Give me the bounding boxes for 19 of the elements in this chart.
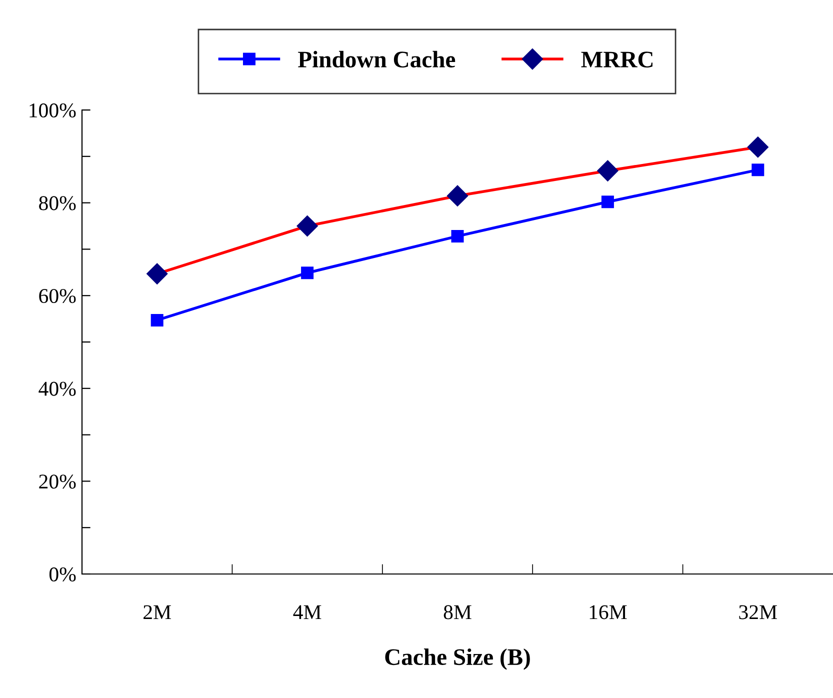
y-tick-label: 40% [38, 382, 76, 396]
y-tick-label: 60% [39, 288, 76, 304]
x-tick-label: 8M [444, 605, 472, 620]
y-tick-label: 100% [30, 103, 76, 118]
y-tick-label: 0% [49, 567, 76, 582]
x-tick-label: 16M [590, 605, 627, 620]
legend-label: Pindown Cache [298, 50, 456, 68]
legend-label: MRRC [581, 52, 652, 68]
point [752, 164, 764, 176]
x-axis-title: Cache Size (B) [385, 648, 530, 670]
x-tick-label: 4M [293, 605, 322, 620]
point [601, 196, 614, 208]
point [301, 266, 314, 280]
x-tick-label: 32M [739, 605, 777, 620]
point [451, 230, 464, 242]
y-tick-label: 80% [39, 196, 76, 210]
x-tick-label: 2M [144, 605, 171, 620]
y-tick-label: 20% [39, 474, 76, 489]
point [150, 314, 164, 326]
